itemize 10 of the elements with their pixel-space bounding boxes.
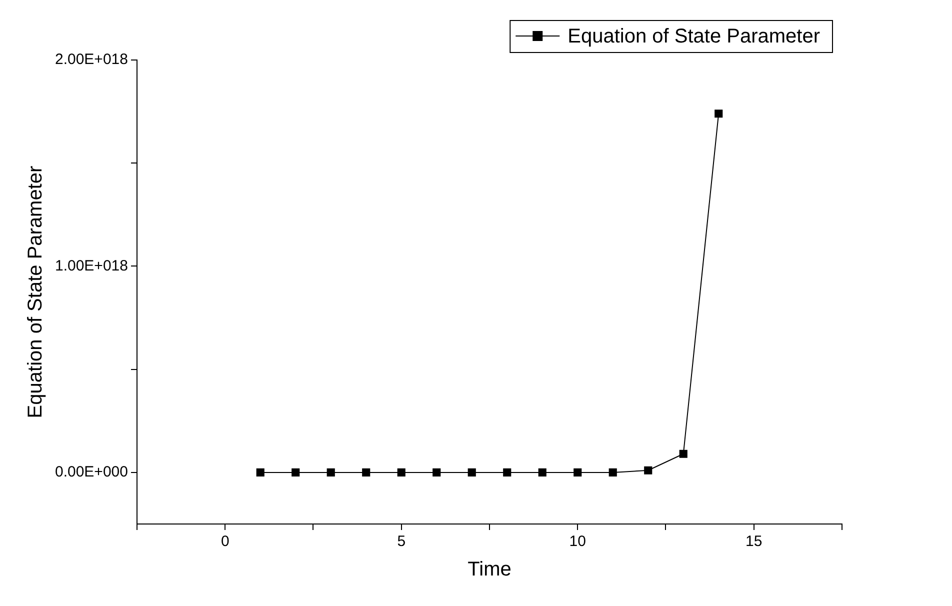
legend-label: Equation of State Parameter bbox=[568, 26, 820, 48]
x-axis-title: Time bbox=[468, 558, 512, 581]
y-tick-label: 1.00E+018 bbox=[54, 257, 128, 274]
x-tick-label: 15 bbox=[746, 533, 762, 550]
y-tick-label: 0.00E+000 bbox=[54, 464, 128, 481]
x-tick-label: 0 bbox=[220, 533, 230, 550]
y-axis-title: Equation of State Parameter bbox=[24, 165, 47, 418]
x-tick-label: 10 bbox=[569, 533, 586, 550]
y-tick-label: 2.00E+018 bbox=[54, 51, 128, 68]
x-tick-label: 5 bbox=[397, 533, 406, 550]
